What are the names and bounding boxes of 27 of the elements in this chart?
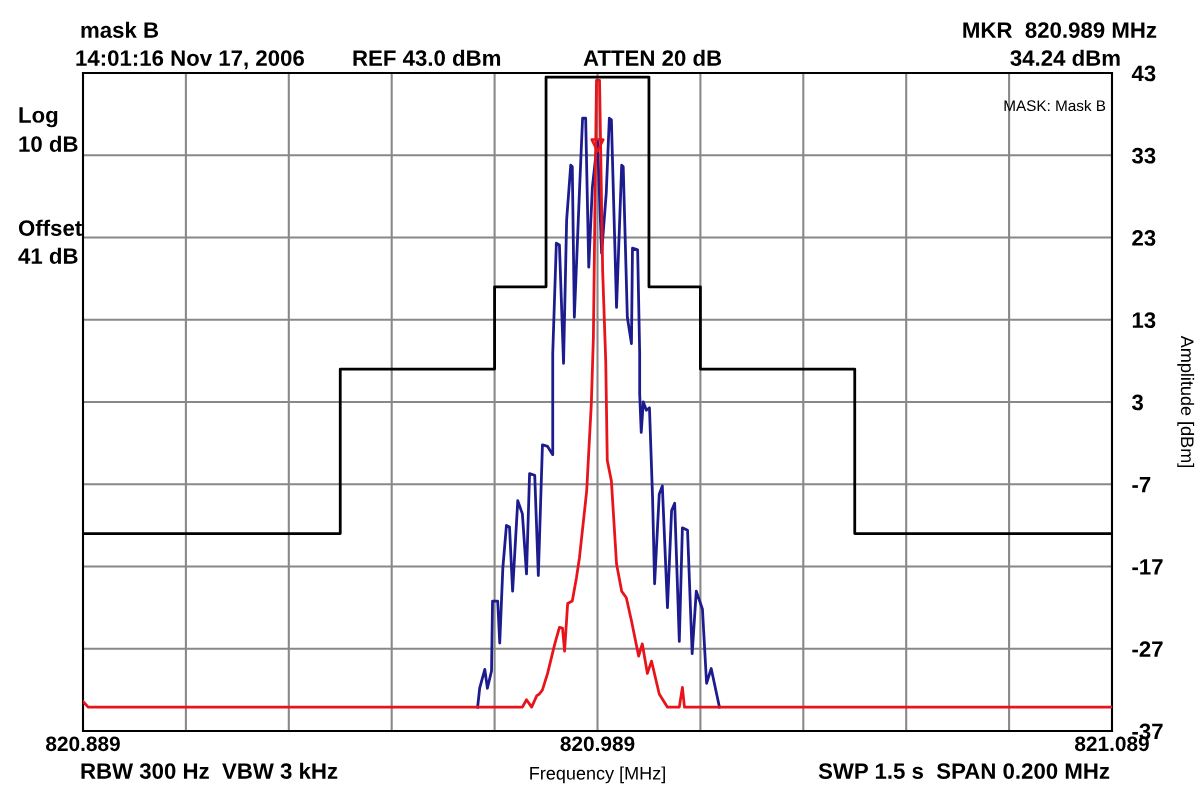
y-tick-label: 13 <box>1132 312 1156 329</box>
line-series <box>83 79 1112 709</box>
text: 14:01:16 Nov 17, 2006 <box>76 50 304 70</box>
text: Offset <box>18 219 82 236</box>
x-axis-title: Frequency [MHz] <box>530 766 665 784</box>
x-tick-label: 820.989 <box>560 736 635 752</box>
text: RBW 300 Hz VBW 3 kHz <box>81 762 338 779</box>
text: ATTEN 20 dB <box>583 49 722 66</box>
y-tick-label: 43 <box>1131 65 1156 82</box>
text: 34.24 dBm <box>1010 49 1120 66</box>
y-tick-label: -27 <box>1132 641 1163 657</box>
y-tick-label: 3 <box>1131 394 1143 411</box>
y-axis-title: Amplitude [dBm] <box>1177 335 1195 467</box>
text: 41 dB <box>18 247 78 264</box>
annotation: MASK: Mask B <box>1004 99 1106 112</box>
text: MKR 820.989 MHz <box>963 22 1157 38</box>
text: REF 43.0 dBm <box>353 49 501 66</box>
y-tick-label: 23 <box>1132 230 1156 246</box>
chart-title: mask B <box>81 21 159 38</box>
line-series <box>476 116 721 709</box>
x-tick-label: 820.889 <box>46 736 120 752</box>
y-tick-label: 33 <box>1131 147 1156 164</box>
text: 10 dB <box>19 135 78 152</box>
y-tick-label: -17 <box>1132 559 1163 575</box>
text: Log <box>19 107 58 128</box>
y-tick-label: -7 <box>1132 477 1151 493</box>
text: SWP 1.5 s SPAN 0.200 MHz <box>818 763 1110 779</box>
